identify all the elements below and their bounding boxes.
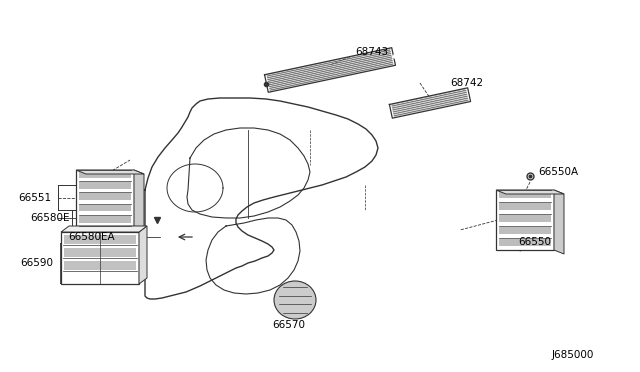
- Polygon shape: [392, 92, 467, 109]
- Polygon shape: [269, 60, 392, 88]
- Text: 66580EA: 66580EA: [68, 232, 115, 242]
- Bar: [64, 235, 136, 244]
- Polygon shape: [394, 98, 468, 115]
- Polygon shape: [270, 64, 394, 91]
- Bar: [79, 205, 131, 211]
- Polygon shape: [268, 53, 391, 81]
- Text: 66570: 66570: [272, 320, 305, 330]
- Polygon shape: [134, 170, 144, 230]
- Bar: [79, 193, 131, 200]
- Polygon shape: [393, 96, 468, 113]
- Text: 68743: 68743: [355, 47, 388, 57]
- Text: J685000: J685000: [552, 350, 595, 360]
- Bar: [79, 171, 131, 178]
- Polygon shape: [496, 190, 564, 194]
- Bar: [499, 203, 551, 210]
- Polygon shape: [268, 52, 391, 79]
- Polygon shape: [268, 55, 392, 83]
- Polygon shape: [267, 50, 390, 77]
- Polygon shape: [268, 57, 392, 84]
- Bar: [499, 215, 551, 222]
- Bar: [64, 261, 136, 270]
- Polygon shape: [266, 48, 390, 76]
- Polygon shape: [392, 94, 467, 111]
- Bar: [79, 182, 131, 189]
- Text: 66550A: 66550A: [538, 167, 578, 177]
- Text: 66580E: 66580E: [30, 213, 70, 223]
- Text: 66590: 66590: [20, 258, 53, 268]
- Polygon shape: [269, 59, 392, 86]
- Text: 66551: 66551: [18, 193, 51, 203]
- Polygon shape: [76, 170, 144, 174]
- Polygon shape: [554, 190, 564, 254]
- Bar: [79, 216, 131, 222]
- Polygon shape: [269, 62, 393, 90]
- Polygon shape: [392, 88, 466, 105]
- Bar: [499, 239, 551, 246]
- Bar: [499, 227, 551, 234]
- Polygon shape: [139, 226, 147, 284]
- Bar: [496, 190, 554, 250]
- Polygon shape: [394, 100, 468, 117]
- Polygon shape: [61, 226, 147, 232]
- Bar: [64, 248, 136, 257]
- Text: 66550: 66550: [518, 237, 551, 247]
- Ellipse shape: [274, 281, 316, 319]
- Polygon shape: [392, 90, 467, 107]
- Text: 68742: 68742: [450, 78, 483, 88]
- Bar: [499, 191, 551, 198]
- Bar: [76, 170, 134, 226]
- Bar: [61, 232, 139, 284]
